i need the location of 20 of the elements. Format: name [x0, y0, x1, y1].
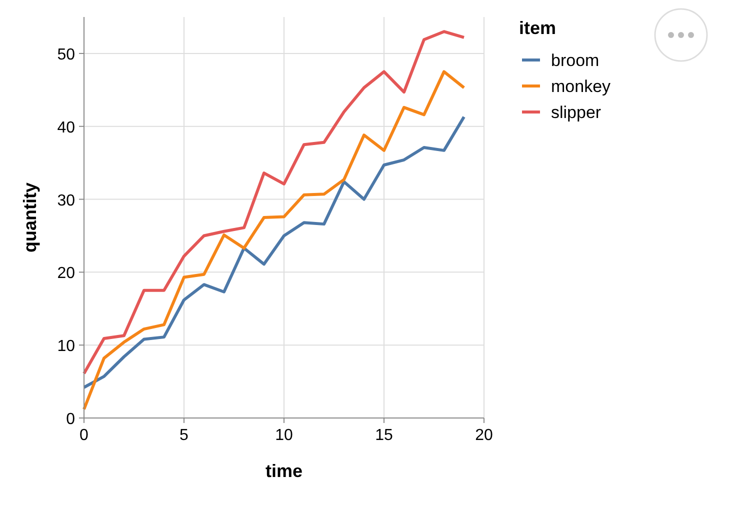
legend-title: item [519, 18, 556, 38]
y-tick-label: 20 [57, 265, 76, 282]
y-tick-label: 40 [57, 119, 76, 136]
y-tick-label: 30 [57, 192, 76, 210]
x-tick-label: 20 [475, 427, 493, 444]
x-tick-label: 15 [375, 427, 393, 444]
legend-label: monkey [551, 77, 612, 96]
y-tick-label: 50 [57, 46, 76, 64]
x-axis-title: time [265, 461, 303, 481]
legend-label: slipper [551, 103, 602, 122]
y-tick-label: 10 [57, 338, 76, 356]
y-axis-title: quantity [20, 182, 40, 252]
line-series [82, 30, 466, 376]
line-series [82, 70, 466, 411]
line-series [82, 115, 466, 389]
legend-label: broom [551, 51, 600, 70]
x-tick-label: 10 [275, 427, 293, 444]
y-tick-label: 0 [66, 411, 76, 428]
x-tick-label: 5 [180, 427, 189, 444]
x-tick-label: 0 [80, 427, 89, 444]
